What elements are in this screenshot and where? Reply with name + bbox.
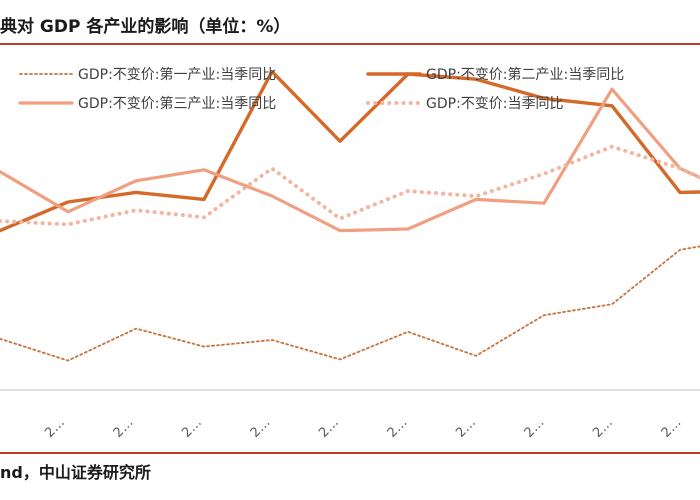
bottom-divider (0, 452, 700, 454)
legend-layer: GDP:不变价:第一产业:当季同比 GDP:不变价:第二产业:当季同比 GDP:不变… (18, 66, 624, 112)
series-line-3 (0, 87, 700, 233)
axis-layer: 2… 2… 2… 2… 2… 2… 2… 2… 2… 2… (0, 389, 700, 441)
legend-label: GDP:不变价:当季同比 (426, 96, 564, 112)
legend-item-1: GDP:不变价:第一产业:当季同比 (19, 66, 276, 83)
legend-label: GDP:不变价:第三产业:当季同比 (78, 95, 276, 112)
x-tick-label: 2… (42, 415, 68, 441)
x-tick-label: 2… (316, 415, 342, 441)
x-tick-label: 2… (659, 415, 685, 441)
x-tick-label: 2… (522, 415, 548, 441)
x-tick-label: 2… (385, 415, 411, 441)
x-tick-label: 2… (179, 415, 205, 441)
x-tick-label: 2… (248, 415, 274, 441)
x-tick-label: 2… (111, 415, 137, 441)
legend-label: GDP:不变价:第二产业:当季同比 (426, 66, 624, 83)
series-line-1 (0, 245, 700, 362)
series-layer (0, 69, 700, 362)
x-tick-label: 2… (590, 415, 616, 441)
chart-title: 典对 GDP 各产业的影响（单位：%） (0, 17, 291, 37)
source-note: nd，中山证券研究所 (0, 463, 151, 482)
series-line-4 (0, 144, 700, 227)
series-line-2 (0, 69, 700, 233)
legend-item-2: GDP:不变价:第二产业:当季同比 (366, 66, 624, 83)
legend-label: GDP:不变价:第一产业:当季同比 (78, 66, 276, 83)
line-chart: 2… 2… 2… 2… 2… 2… 2… 2… 2… 2… GDP:不变价:第一产业:当季同比 GD… (0, 66, 700, 441)
top-divider (0, 43, 700, 45)
x-tick-label: 2… (453, 415, 479, 441)
legend-item-4: GDP:不变价:当季同比 (366, 96, 564, 112)
legend-item-3: GDP:不变价:第三产业:当季同比 (18, 95, 276, 112)
